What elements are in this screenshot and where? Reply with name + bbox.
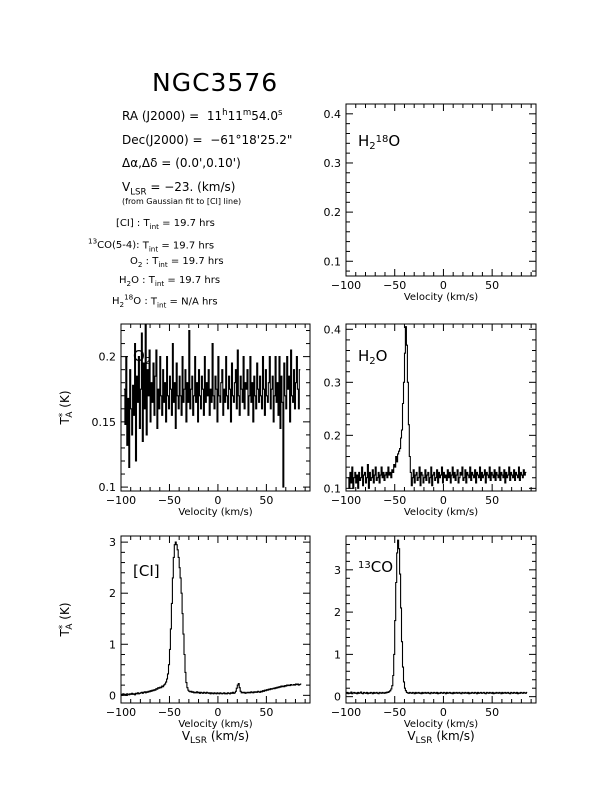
x-tick-label: −100 xyxy=(331,706,361,719)
tint-value-ci: = 19.7 hrs xyxy=(162,218,215,229)
tint-value-13co: = 19.7 hrs xyxy=(161,240,215,252)
panel-label-o2: O2 xyxy=(133,347,151,367)
x-tick-label: 50 xyxy=(259,706,273,719)
x-axis-label: Velocity (km/s) xyxy=(178,507,252,518)
y-tick-label: 0.3 xyxy=(324,157,342,170)
panel-frame xyxy=(345,535,537,704)
y-tick-label: 0.1 xyxy=(324,482,342,495)
vlsr-label: VLSR xyxy=(122,180,147,198)
y-tick-label: 3 xyxy=(109,536,116,549)
tint-value-o2: = 19.7 hrs xyxy=(170,256,224,267)
x-tick-label: 0 xyxy=(214,494,221,507)
offset-label: Δα,Δδ = xyxy=(122,156,172,170)
panel-label-h2o: H2O xyxy=(358,347,387,367)
panel-ci: −100 −50 0 50 0 1 2 3 Velocity (km/s) T*A (K) [CI] xyxy=(58,535,311,730)
x-tick-label: 0 xyxy=(440,279,447,292)
series-line-ci xyxy=(121,541,302,696)
x-tick-label: 50 xyxy=(485,279,499,292)
dec-line: Dec(J2000) = −61°18'25.2" xyxy=(122,133,292,147)
dec-label: Dec(J2000) = xyxy=(122,133,203,147)
tint-value-h218o: = N/A hrs xyxy=(169,296,218,308)
series-line-o2 xyxy=(123,324,301,488)
x-tick-label: −100 xyxy=(331,494,361,507)
x-axis-label: Velocity (km/s) xyxy=(404,507,478,518)
x-tick-label: −100 xyxy=(331,279,361,292)
panel-h2_18o: −100 −50 0 50 0.1 0.2 0.3 0.4 Velocity (km/s) H21… xyxy=(324,103,537,303)
panel-frame xyxy=(345,323,537,492)
vlsr-axis-label: VLSR (km/s) xyxy=(407,729,474,746)
series-line-13co xyxy=(346,539,528,695)
dec-value: −61°18'25.2" xyxy=(210,133,293,147)
x-tick-label: 50 xyxy=(485,706,499,719)
tint-line-13co: 13CO(5-4): xyxy=(88,237,140,252)
y-tick-label: 0.4 xyxy=(324,108,342,121)
x-tick-label: 50 xyxy=(485,494,499,507)
x-axis-label: Velocity (km/s) xyxy=(404,719,478,730)
y-tick-label: 0.15 xyxy=(92,416,117,429)
tint-row-13co: 13CO(5-4): Tint = 19.7 hrs xyxy=(88,237,215,254)
x-tick-label: −100 xyxy=(106,494,136,507)
tint-line-ci: [CI] : xyxy=(116,218,141,229)
y-tick-label: 0.1 xyxy=(324,255,342,268)
tint-line-h2o: H2O : xyxy=(119,275,146,288)
panel-label-h2_18o: H218O xyxy=(358,132,400,152)
ra-value: 11h11m54.0s xyxy=(206,108,283,123)
vlsr-line: VLSR = −23. (km/s) xyxy=(122,180,235,197)
y-tick-label: 0.2 xyxy=(99,351,117,364)
x-axis-label: Velocity (km/s) xyxy=(404,292,478,303)
y-tick-label: 0.1 xyxy=(99,481,117,494)
ra-label: RA (J2000) = xyxy=(122,109,200,123)
x-axis-label: Velocity (km/s) xyxy=(178,719,252,730)
offset-value: (0.0',0.10') xyxy=(175,156,241,170)
panel-frame xyxy=(120,535,311,704)
y-tick-label: 0.4 xyxy=(324,323,342,336)
vlsr-note: (from Gaussian fit to [CI] line) xyxy=(122,197,242,206)
x-tick-label: −50 xyxy=(383,279,406,292)
panel-13co: −100 −50 0 50 0 1 2 3 Velocity (km/s) 13CO xyxy=(331,535,537,730)
y-tick-label: 1 xyxy=(109,638,116,651)
y-tick-label: 0 xyxy=(334,691,341,704)
x-tick-label: 0 xyxy=(440,494,447,507)
panel-o2: −100 −50 0 50 0.1 0.15 0.2 Velocity (km/s) T*A (… xyxy=(58,323,311,518)
panel-h2o: −100 −50 0 50 0.1 0.2 0.3 0.4 Velocity (km/s) H2O xyxy=(324,323,537,518)
tint-row-h2o: H2O : Tint = 19.7 hrs xyxy=(119,275,221,288)
tint-row-h218o: H218O : Tint = N/A hrs xyxy=(112,293,218,310)
series-line-h2o xyxy=(347,326,527,489)
x-tick-label: −100 xyxy=(106,706,136,719)
tint-line-h218o: H218O : xyxy=(112,293,148,310)
x-tick-label: −50 xyxy=(158,706,181,719)
y-tick-label: 0.2 xyxy=(324,206,342,219)
x-tick-label: 0 xyxy=(440,706,447,719)
y-tick-label: 2 xyxy=(109,587,116,600)
y-tick-label: 0.2 xyxy=(324,429,342,442)
offset-line: Δα,Δδ = (0.0',0.10') xyxy=(122,156,241,170)
y-tick-label: 0.3 xyxy=(324,376,342,389)
y-tick-label: 0 xyxy=(109,689,116,702)
page-title: NGC3576 xyxy=(152,68,279,97)
tint-row-o2: O2 : Tint = 19.7 hrs xyxy=(130,256,224,269)
panel-label-ci: [CI] xyxy=(133,562,160,580)
vlsr-axis-label: VLSR (km/s) xyxy=(182,729,249,746)
panel-frame xyxy=(345,103,537,277)
ra-line: RA (J2000) = 11h11m54.0s xyxy=(122,108,283,123)
panel-label-13co: 13CO xyxy=(358,558,393,576)
y-tick-label: 3 xyxy=(334,564,341,577)
y-axis-label: T*A (K) xyxy=(58,390,75,425)
x-tick-label: 0 xyxy=(214,706,221,719)
x-tick-label: −50 xyxy=(383,706,406,719)
y-axis-label: T*A (K) xyxy=(58,602,75,637)
tint-value-h2o: = 19.7 hrs xyxy=(167,275,221,286)
x-tick-label: −50 xyxy=(383,494,406,507)
panel-frame xyxy=(120,323,311,492)
x-tick-label: −50 xyxy=(158,494,181,507)
tint-row-ci: [CI] : Tint = 19.7 hrs xyxy=(116,218,215,231)
y-tick-label: 1 xyxy=(334,648,341,661)
tint-line-o2: O2 : xyxy=(130,256,150,269)
vlsr-value: = −23. (km/s) xyxy=(150,180,236,194)
x-tick-label: 50 xyxy=(259,494,273,507)
y-tick-label: 2 xyxy=(334,606,341,619)
